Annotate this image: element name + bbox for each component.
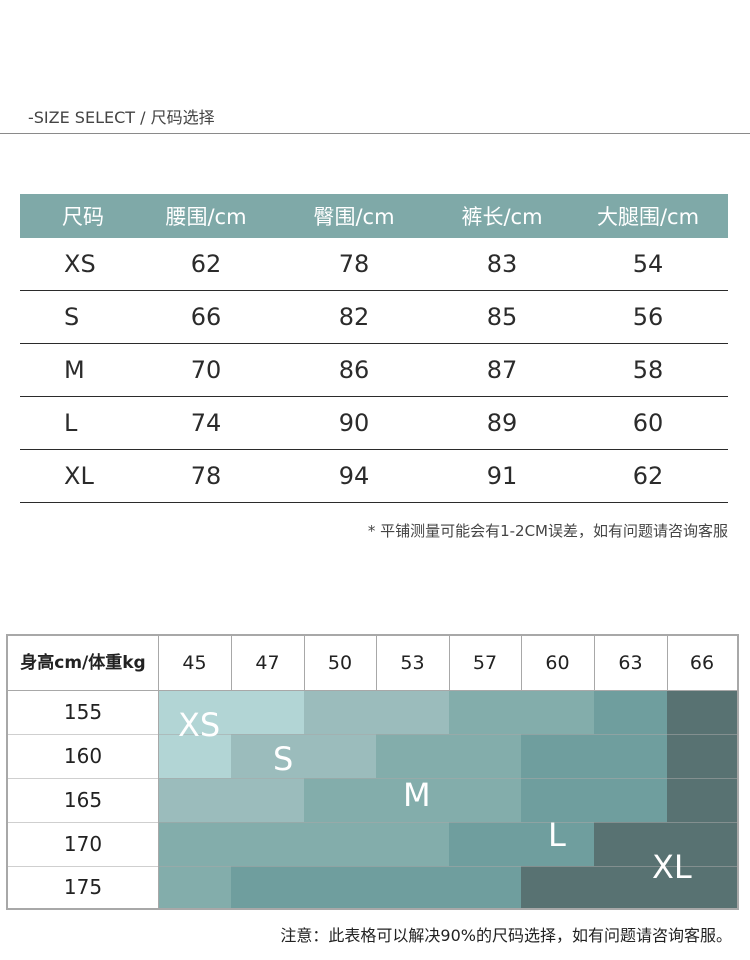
size-block-xs (158, 690, 231, 734)
size-block-l (594, 690, 667, 734)
cell-hip: 94 (338, 462, 370, 490)
grid-corner-label: 身高cm/体重kg (20, 653, 146, 673)
cell-thigh: 54 (632, 250, 664, 278)
header-thigh: 大腿围/cm (596, 205, 700, 229)
height-label: 155 (63, 700, 103, 724)
weight-header: 53 (400, 652, 425, 674)
header-waist: 腰围/cm (165, 205, 247, 229)
cell-waist: 62 (190, 250, 222, 278)
height-label: 175 (63, 875, 103, 899)
cell-waist: 78 (190, 462, 222, 490)
table-row: M 70 86 87 58 (20, 344, 728, 397)
cell-length: 91 (486, 462, 518, 490)
cell-waist: 66 (190, 303, 222, 331)
weight-header: 57 (472, 652, 498, 674)
grid-line (8, 866, 737, 867)
size-block-m (158, 866, 231, 908)
size-recommendation-grid: 身高cm/体重kg 45 47 50 53 57 60 63 66 155 16… (6, 634, 739, 910)
grid-line (521, 636, 522, 690)
cell-hip: 86 (338, 356, 370, 384)
grid-note: 注意：此表格可以解决90%的尺码选择，如有问题请咨询客服。 (280, 926, 732, 945)
cell-hip: 90 (338, 409, 370, 437)
size-label-l: L (548, 816, 566, 854)
grid-line (594, 636, 595, 690)
size-block-xs (158, 734, 231, 778)
size-block-m (376, 734, 521, 778)
size-block-m (449, 690, 594, 734)
grid-line (8, 690, 737, 691)
size-block-xs (231, 690, 304, 734)
size-block-m (304, 778, 521, 822)
weight-header: 47 (255, 652, 280, 674)
weight-header: 45 (182, 652, 207, 674)
height-label: 165 (63, 788, 103, 812)
height-label: 160 (63, 744, 103, 768)
grid-line (8, 734, 737, 735)
divider (0, 133, 750, 134)
size-block-xl (594, 822, 667, 908)
size-block-xl (667, 690, 737, 908)
grid-line (449, 636, 450, 690)
cell-size: L (64, 409, 78, 437)
header-hip: 臀围/cm (313, 205, 395, 229)
cell-thigh: 60 (632, 409, 664, 437)
size-block-l (449, 822, 594, 866)
size-label-xs: XS (178, 706, 221, 744)
table-row: XL 78 94 91 62 (20, 450, 728, 503)
cell-size: M (64, 356, 85, 384)
grid-line (376, 636, 377, 690)
weight-header: 63 (618, 652, 643, 674)
cell-length: 87 (486, 356, 518, 384)
measurement-table: 尺码 腰围/cm 臀围/cm 裤长/cm 大腿围/cm XS 62 78 83 … (20, 194, 728, 503)
cell-hip: 78 (338, 250, 370, 278)
cell-size: XL (64, 462, 94, 490)
table-row: L 74 90 89 60 (20, 397, 728, 450)
weight-header: 50 (327, 652, 353, 674)
weight-header: 60 (545, 652, 570, 674)
grid-line (304, 636, 305, 690)
measurement-note: * 平铺测量可能会有1-2CM误差，如有问题请咨询客服 (367, 522, 728, 540)
grid-line (158, 636, 159, 908)
size-label-s: S (273, 740, 294, 778)
header-size: 尺码 (62, 205, 104, 229)
cell-length: 85 (486, 303, 518, 331)
table-header: 尺码 腰围/cm 臀围/cm 裤长/cm 大腿围/cm (20, 194, 728, 238)
cell-thigh: 56 (632, 303, 664, 331)
size-block-s (304, 690, 449, 734)
grid-line (231, 636, 232, 690)
size-block-m (158, 822, 449, 866)
size-block-s (158, 778, 304, 822)
cell-waist: 74 (190, 409, 222, 437)
cell-size: S (64, 303, 80, 331)
grid-line (667, 636, 668, 690)
size-label-xl: XL (652, 848, 692, 886)
section-title: -SIZE SELECT / 尺码选择 (28, 108, 215, 127)
height-label: 170 (63, 832, 103, 856)
size-block-l (521, 778, 667, 822)
grid-line (8, 822, 737, 823)
size-block-l (521, 734, 667, 778)
cell-length: 83 (486, 250, 518, 278)
header-length: 裤长/cm (461, 205, 543, 229)
grid-line (8, 778, 737, 779)
size-block-s (231, 734, 376, 778)
cell-size: XS (64, 250, 96, 278)
table-row: XS 62 78 83 54 (20, 238, 728, 291)
cell-thigh: 58 (632, 356, 664, 384)
cell-hip: 82 (338, 303, 370, 331)
cell-waist: 70 (190, 356, 222, 384)
table-row: S 66 82 85 56 (20, 291, 728, 344)
weight-header: 66 (689, 652, 715, 674)
size-label-m: M (403, 776, 431, 814)
size-block-l (231, 866, 521, 908)
cell-thigh: 62 (632, 462, 664, 490)
size-block-xl (521, 866, 594, 908)
cell-length: 89 (486, 409, 518, 437)
